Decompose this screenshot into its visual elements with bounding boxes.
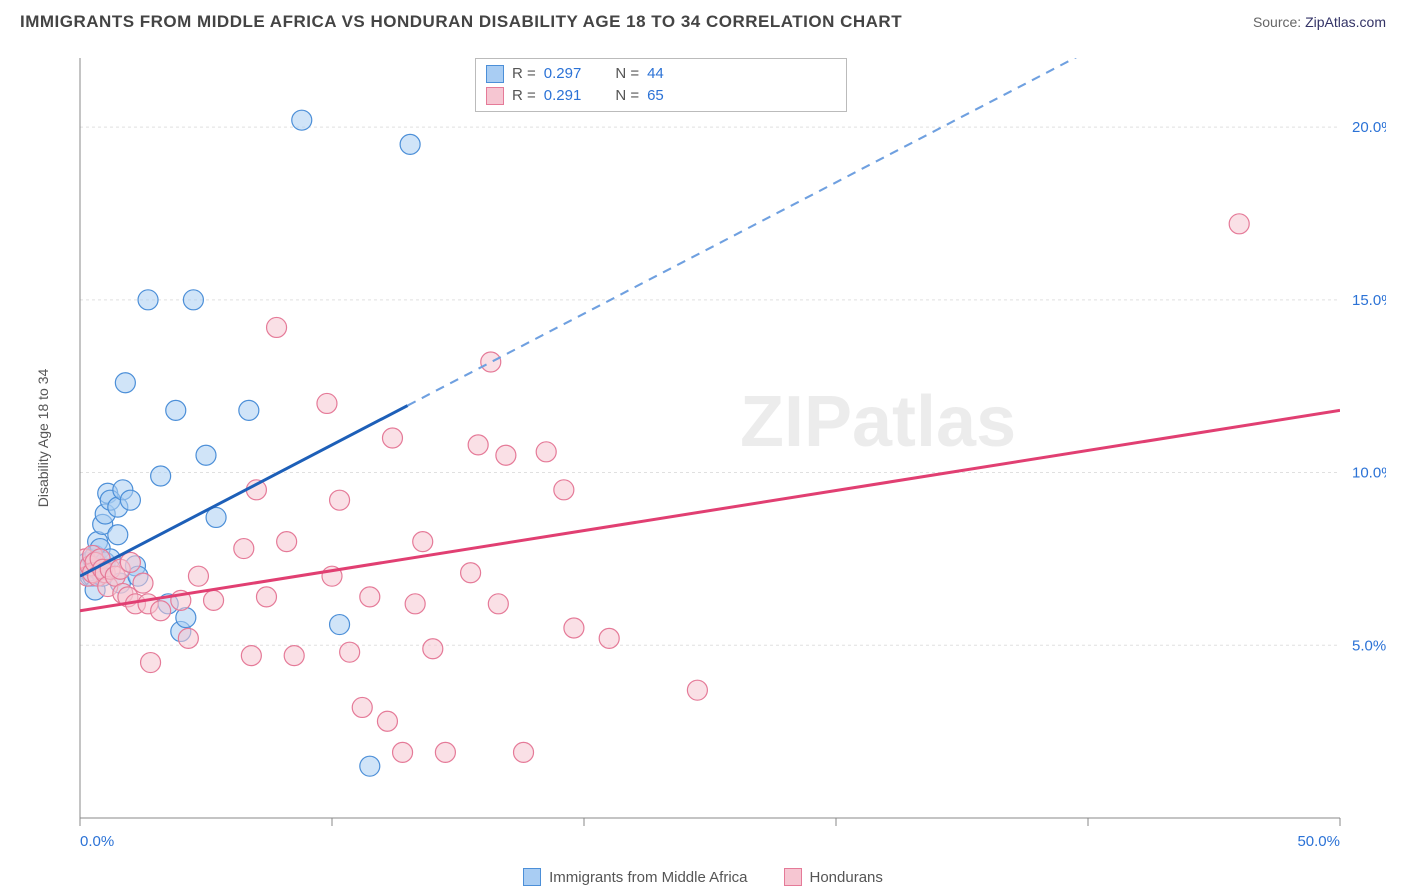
data-point	[461, 563, 481, 583]
data-point	[377, 711, 397, 731]
x-tick-label: 50.0%	[1297, 833, 1340, 846]
data-point	[292, 110, 312, 130]
stat-n-value: 65	[647, 85, 664, 107]
watermark: ZIPatlas	[740, 382, 1016, 462]
data-point	[234, 539, 254, 559]
header: IMMIGRANTS FROM MIDDLE AFRICA VS HONDURA…	[0, 0, 1406, 36]
data-point	[382, 428, 402, 448]
stat-n-label: N =	[615, 85, 639, 107]
data-point	[468, 435, 488, 455]
data-point	[204, 590, 224, 610]
stats-row: R = 0.291 N = 65	[486, 85, 836, 107]
data-point	[141, 653, 161, 673]
data-point	[241, 646, 261, 666]
data-point	[488, 594, 508, 614]
data-point	[151, 466, 171, 486]
stat-r-value: 0.291	[544, 85, 582, 107]
data-point	[178, 628, 198, 648]
data-point	[405, 594, 425, 614]
series-swatch-icon	[486, 65, 504, 83]
data-point	[256, 587, 276, 607]
data-point	[120, 552, 140, 572]
data-point	[317, 393, 337, 413]
stat-r-value: 0.297	[544, 63, 582, 85]
data-point	[138, 290, 158, 310]
data-point	[120, 490, 140, 510]
legend-swatch-icon	[784, 868, 802, 886]
y-tick-label: 10.0%	[1352, 465, 1386, 482]
data-point	[115, 373, 135, 393]
data-point	[360, 756, 380, 776]
stat-r-label: R =	[512, 85, 536, 107]
data-point	[166, 400, 186, 420]
data-point	[413, 532, 433, 552]
data-point	[133, 573, 153, 593]
data-point	[277, 532, 297, 552]
series-swatch-icon	[486, 87, 504, 105]
data-point	[599, 628, 619, 648]
legend-label: Immigrants from Middle Africa	[549, 869, 747, 886]
data-point	[340, 642, 360, 662]
data-point	[360, 587, 380, 607]
data-point	[554, 480, 574, 500]
data-point	[267, 317, 287, 337]
legend-item-s1: Immigrants from Middle Africa	[523, 868, 747, 886]
data-point	[330, 490, 350, 510]
data-point	[183, 290, 203, 310]
data-point	[352, 697, 372, 717]
source-attribution: Source: ZipAtlas.com	[1253, 14, 1386, 30]
y-tick-label: 20.0%	[1352, 119, 1386, 136]
source-label: Source:	[1253, 14, 1301, 30]
legend-label: Hondurans	[810, 869, 883, 886]
data-point	[330, 615, 350, 635]
legend-item-s2: Hondurans	[784, 868, 883, 886]
bottom-legend: Immigrants from Middle Africa Hondurans	[0, 868, 1406, 886]
stats-row: R = 0.297 N = 44	[486, 63, 836, 85]
data-point	[536, 442, 556, 462]
trend-line	[80, 410, 1340, 610]
y-tick-label: 15.0%	[1352, 292, 1386, 309]
stat-n-value: 44	[647, 63, 664, 85]
scatter-chart: 5.0% 10.0% 15.0% 20.0% 0.0% 50.0% Disability A…	[20, 46, 1386, 846]
data-point	[284, 646, 304, 666]
x-tick-label: 0.0%	[80, 833, 114, 846]
data-point	[564, 618, 584, 638]
data-point	[188, 566, 208, 586]
data-point	[496, 445, 516, 465]
y-axis-title: Disability Age 18 to 34	[35, 369, 51, 508]
data-point	[514, 742, 534, 762]
legend-swatch-icon	[523, 868, 541, 886]
data-point	[108, 525, 128, 545]
data-point	[435, 742, 455, 762]
data-point	[151, 601, 171, 621]
source-link[interactable]: ZipAtlas.com	[1305, 14, 1386, 30]
data-point	[393, 742, 413, 762]
y-tick-label: 5.0%	[1352, 637, 1386, 654]
stat-n-label: N =	[615, 63, 639, 85]
stat-r-label: R =	[512, 63, 536, 85]
chart-area: 5.0% 10.0% 15.0% 20.0% 0.0% 50.0% Disability A…	[20, 46, 1386, 846]
chart-title: IMMIGRANTS FROM MIDDLE AFRICA VS HONDURA…	[20, 12, 902, 32]
data-point	[1229, 214, 1249, 234]
data-point	[400, 134, 420, 154]
stats-legend-box: R = 0.297 N = 44 R = 0.291 N = 65	[475, 58, 847, 112]
data-point	[239, 400, 259, 420]
data-point	[687, 680, 707, 700]
data-point	[196, 445, 216, 465]
data-point	[481, 352, 501, 372]
data-point	[423, 639, 443, 659]
